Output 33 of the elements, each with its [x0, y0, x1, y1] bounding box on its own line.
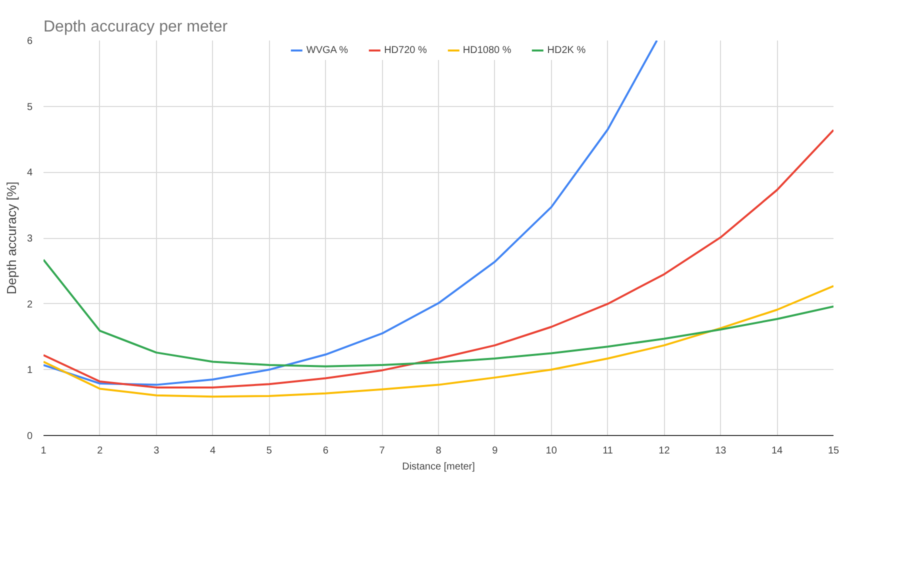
legend-label: HD720 % — [384, 44, 427, 56]
y-tick-label: 3 — [26, 234, 33, 244]
x-tick-label: 11 — [602, 446, 614, 456]
x-tick-label: 14 — [772, 446, 784, 456]
chart-title: Depth accuracy per meter — [44, 18, 228, 36]
legend-label: WVGA % — [306, 44, 348, 56]
y-tick-label: 2 — [26, 299, 33, 310]
x-tick-label: 1 — [40, 446, 47, 456]
x-tick-label: 10 — [546, 446, 558, 456]
x-tick-label: 12 — [658, 446, 670, 456]
x-tick-label: 4 — [210, 446, 216, 456]
x-tick-label: 5 — [266, 446, 272, 456]
line-series — [44, 129, 834, 388]
x-tick-label: 9 — [492, 446, 498, 456]
x-tick-label: 15 — [828, 446, 840, 456]
line-series — [44, 40, 658, 386]
x-tick-label: 6 — [322, 446, 329, 456]
line-series — [44, 258, 834, 368]
x-axis-title: Distance [meter] — [402, 462, 476, 472]
x-tick-label: 13 — [715, 446, 727, 456]
x-tick-label: 2 — [97, 446, 104, 456]
x-tick-label: 3 — [154, 446, 160, 456]
x-tick-label: 7 — [379, 446, 386, 456]
legend-label: HD1080 % — [462, 44, 512, 56]
legend-label: HD2K % — [547, 44, 586, 56]
y-tick-label: 4 — [26, 168, 33, 179]
x-tick-label: 8 — [436, 446, 442, 456]
y-tick-label: 1 — [26, 365, 33, 376]
y-tick-label: 0 — [26, 431, 33, 442]
line-series — [44, 285, 834, 398]
y-tick-label: 5 — [26, 102, 33, 113]
y-axis-title: Depth accuracy [%] — [4, 182, 19, 294]
y-tick-label: 6 — [26, 36, 33, 47]
